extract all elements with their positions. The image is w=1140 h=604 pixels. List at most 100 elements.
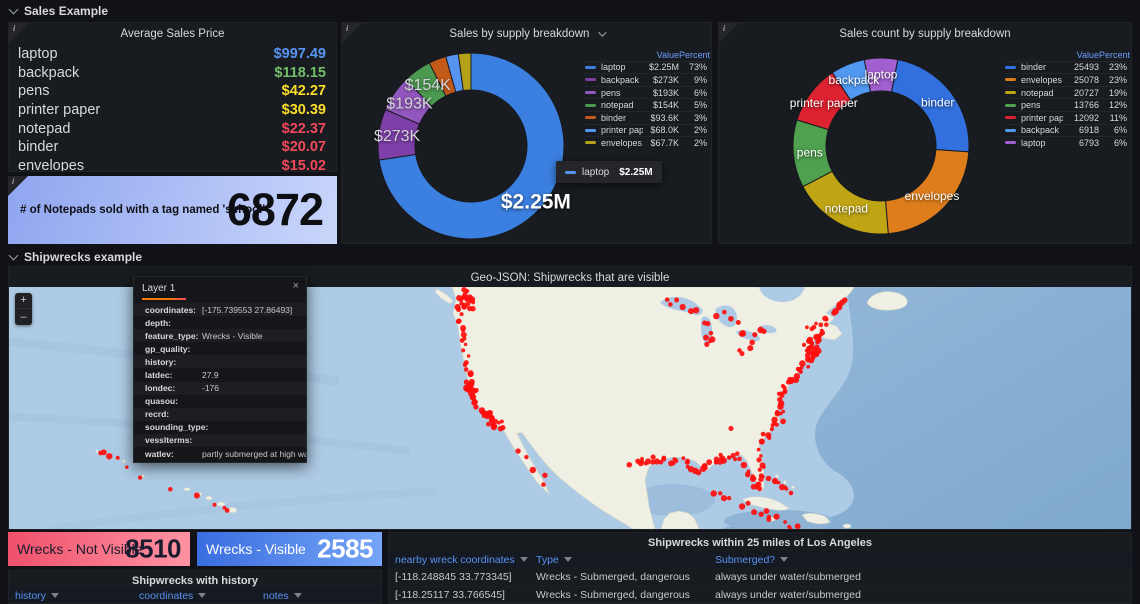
wreck-dot[interactable]: [692, 307, 700, 314]
wreck-dot[interactable]: [738, 503, 746, 510]
wreck-dot[interactable]: [643, 461, 648, 466]
legend-row-binder[interactable]: binder 25493 23%: [1005, 60, 1127, 74]
table-title[interactable]: Shipwrecks within 25 miles of Los Angele…: [648, 537, 872, 549]
wreck-dot[interactable]: [804, 352, 811, 359]
legend-row-laptop[interactable]: laptop 6793 6%: [1005, 136, 1127, 149]
wreck-dot[interactable]: [759, 439, 765, 444]
wreck-dot[interactable]: [100, 449, 107, 456]
wreck-dot[interactable]: [193, 492, 200, 499]
wreck-dot[interactable]: [739, 351, 745, 357]
wreck-dot[interactable]: [461, 295, 467, 300]
legend-header-percent[interactable]: Percent: [1099, 49, 1131, 60]
wreck-dot[interactable]: [710, 490, 717, 497]
wreck-dot[interactable]: [650, 454, 656, 460]
wreck-dot[interactable]: [469, 394, 476, 401]
wreck-dot[interactable]: [782, 385, 787, 391]
wreck-dot[interactable]: [806, 336, 814, 344]
wreck-dot[interactable]: [468, 381, 475, 387]
wreck-dot[interactable]: [842, 297, 848, 303]
wreck-dot[interactable]: [713, 312, 720, 320]
donut-slice-envelopes[interactable]: [457, 52, 472, 92]
table-header-notes[interactable]: notes: [257, 590, 381, 602]
table-header-history[interactable]: history: [9, 590, 133, 602]
wreck-dot[interactable]: [461, 348, 466, 353]
wreck-dot[interactable]: [708, 339, 712, 344]
wreck-dot[interactable]: [728, 425, 734, 432]
wreck-dot[interactable]: [756, 447, 761, 452]
wreck-dot[interactable]: [541, 482, 546, 487]
wreck-dot[interactable]: [808, 344, 814, 349]
wreck-dot[interactable]: [761, 328, 767, 335]
wreck-dot[interactable]: [224, 507, 230, 513]
wreck-dots[interactable]: [98, 287, 848, 529]
wreck-dot[interactable]: [783, 520, 787, 524]
wreck-dot[interactable]: [722, 309, 727, 315]
wreck-dot[interactable]: [735, 319, 741, 325]
wreck-dot[interactable]: [679, 303, 686, 311]
wreck-dot[interactable]: [708, 330, 714, 336]
wreck-dot[interactable]: [752, 332, 758, 338]
wreck-dot[interactable]: [758, 473, 764, 479]
wreck-dot[interactable]: [735, 451, 740, 456]
wreck-dot[interactable]: [661, 455, 667, 461]
wreck-dot[interactable]: [758, 511, 764, 517]
wreck-dot[interactable]: [788, 490, 794, 496]
wreck-dot[interactable]: [467, 371, 474, 378]
wreck-dot[interactable]: [681, 456, 686, 461]
wreck-dot[interactable]: [456, 307, 461, 312]
legend-row-binder[interactable]: binder $93.6K 3%: [585, 110, 707, 124]
wreck-dot[interactable]: [459, 338, 465, 343]
wreck-dot[interactable]: [740, 461, 748, 469]
wreck-dot[interactable]: [471, 300, 476, 305]
wreck-dot[interactable]: [463, 342, 468, 347]
panel-info-corner-icon[interactable]: i: [9, 23, 29, 43]
wreck-dot[interactable]: [805, 325, 809, 330]
legend-row-notepad[interactable]: notepad $154K 5%: [585, 98, 707, 111]
wreck-dot[interactable]: [720, 495, 728, 502]
wreck-dot[interactable]: [771, 416, 778, 423]
wreck-dot[interactable]: [799, 360, 806, 367]
wreck-dot[interactable]: [704, 466, 708, 470]
wreck-dot[interactable]: [718, 452, 723, 457]
legend-header-value[interactable]: Value: [656, 49, 679, 60]
wreck-dot[interactable]: [755, 481, 762, 488]
wreck-dot[interactable]: [486, 421, 491, 427]
donut-slice-laptop[interactable]: [378, 52, 565, 240]
wreck-dot[interactable]: [737, 456, 742, 462]
wreck-dot[interactable]: [471, 400, 477, 406]
wreck-dot[interactable]: [765, 432, 772, 439]
wreck-dot[interactable]: [744, 471, 751, 478]
wreck-dot[interactable]: [706, 459, 713, 466]
wreck-dot[interactable]: [774, 422, 779, 427]
wreck-dot[interactable]: [168, 486, 173, 492]
wreck-dot[interactable]: [713, 456, 720, 463]
wreck-dot[interactable]: [750, 475, 757, 482]
panel-info-corner-icon[interactable]: i: [342, 23, 362, 43]
donut-slice-backpack[interactable]: [831, 59, 872, 101]
wreck-dot[interactable]: [773, 480, 778, 485]
table-header-coordinates[interactable]: coordinates: [133, 590, 257, 602]
wreck-dot[interactable]: [664, 297, 670, 302]
legend-row-laptop[interactable]: laptop $2.25M 73%: [585, 60, 707, 74]
wreck-dot[interactable]: [658, 459, 664, 465]
wreck-dot[interactable]: [801, 342, 807, 347]
wreck-dot[interactable]: [626, 461, 633, 468]
wreck-dot[interactable]: [774, 410, 781, 417]
wreck-dot[interactable]: [726, 495, 732, 501]
wreck-dot[interactable]: [766, 516, 772, 522]
wreck-dot[interactable]: [461, 328, 466, 333]
wreck-dot[interactable]: [456, 318, 462, 324]
legend-row-notepad[interactable]: notepad 20727 19%: [1005, 85, 1127, 99]
wreck-dot[interactable]: [751, 509, 758, 516]
wreck-dot[interactable]: [138, 475, 143, 480]
row-header-sales[interactable]: Sales Example: [8, 4, 108, 18]
wreck-dot[interactable]: [760, 431, 766, 437]
wreck-dot[interactable]: [824, 322, 829, 327]
wreck-dot[interactable]: [809, 350, 815, 356]
wreck-dot[interactable]: [463, 367, 469, 372]
wreck-dot[interactable]: [832, 308, 839, 315]
wreck-dot[interactable]: [473, 404, 479, 410]
wreck-dot[interactable]: [673, 458, 679, 464]
wreck-dot[interactable]: [459, 301, 464, 306]
wreck-dot[interactable]: [819, 328, 824, 333]
